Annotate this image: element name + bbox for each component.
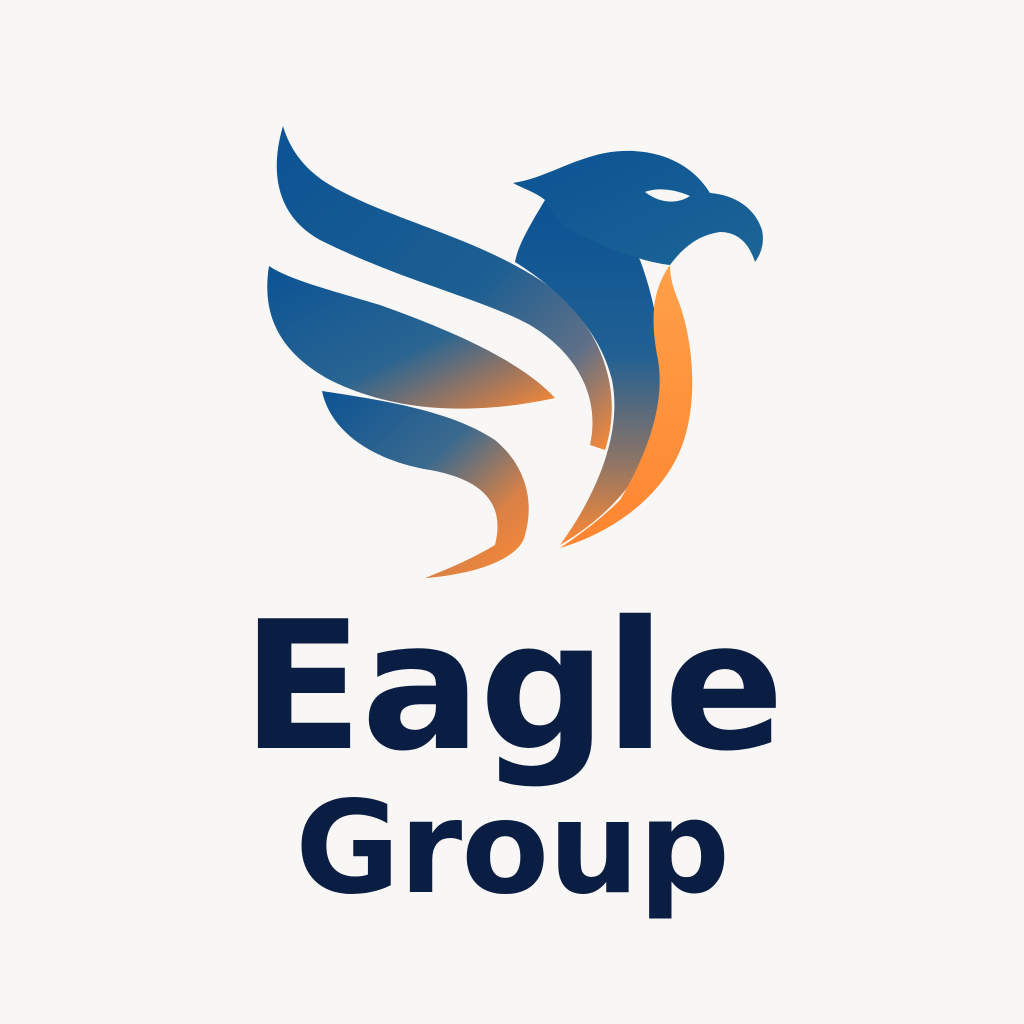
eagle-head xyxy=(513,150,763,265)
eagle-wing-feather-top xyxy=(276,126,612,450)
company-name-line-2: Group xyxy=(295,774,730,923)
eagle-wing-feather-lower xyxy=(322,391,529,578)
company-name-line-1: Eagle xyxy=(241,583,785,790)
eagle-body xyxy=(515,200,662,545)
eagle-chest xyxy=(560,265,693,548)
eagle-wing-feather-middle xyxy=(267,266,555,409)
eagle-icon xyxy=(267,126,763,578)
eagle-eye xyxy=(645,189,690,202)
